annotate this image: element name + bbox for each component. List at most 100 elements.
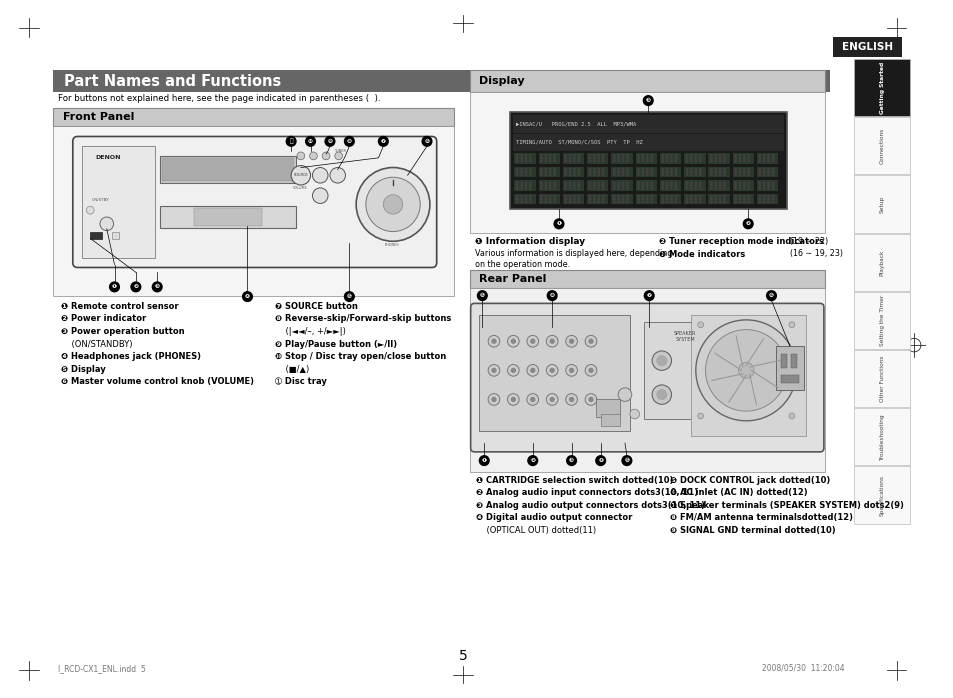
Text: Setup: Setup (879, 195, 883, 213)
Circle shape (569, 161, 570, 162)
Circle shape (661, 195, 663, 197)
Circle shape (675, 174, 676, 176)
Circle shape (527, 456, 537, 466)
Circle shape (747, 161, 749, 162)
Circle shape (578, 174, 579, 176)
Circle shape (685, 155, 687, 156)
Text: ❻: ❻ (424, 139, 429, 144)
Circle shape (641, 168, 643, 170)
Circle shape (685, 198, 687, 200)
Circle shape (621, 174, 623, 176)
Circle shape (695, 320, 796, 421)
Circle shape (573, 185, 575, 186)
Circle shape (742, 171, 744, 172)
Circle shape (759, 161, 760, 162)
Text: Connections: Connections (879, 128, 883, 164)
Bar (611, 167, 632, 177)
Circle shape (511, 339, 515, 343)
Bar (82, 146, 155, 258)
Bar (790, 354, 796, 369)
Circle shape (516, 188, 517, 189)
Circle shape (685, 174, 687, 176)
Circle shape (762, 161, 764, 162)
Circle shape (771, 155, 773, 156)
Circle shape (613, 161, 615, 162)
Circle shape (675, 161, 676, 162)
Circle shape (675, 201, 676, 202)
Circle shape (650, 174, 652, 176)
Circle shape (601, 168, 603, 170)
Bar (538, 167, 559, 177)
Text: Setting the Timer: Setting the Timer (879, 295, 883, 346)
Circle shape (525, 171, 526, 172)
Circle shape (767, 168, 768, 170)
Circle shape (540, 161, 541, 162)
Text: ❷: ❷ (133, 284, 138, 290)
Circle shape (526, 364, 538, 376)
Circle shape (554, 174, 555, 176)
Circle shape (661, 158, 663, 159)
Circle shape (589, 181, 590, 184)
Circle shape (690, 181, 692, 184)
Text: TUNER: TUNER (334, 149, 345, 153)
Circle shape (695, 201, 696, 202)
Circle shape (554, 219, 563, 229)
Circle shape (646, 188, 647, 189)
Bar (708, 180, 729, 191)
Circle shape (675, 171, 676, 172)
Circle shape (516, 174, 517, 176)
Circle shape (685, 201, 687, 202)
Circle shape (661, 181, 663, 184)
Bar (853, 234, 909, 291)
Circle shape (695, 174, 696, 176)
Circle shape (699, 168, 700, 170)
Circle shape (526, 336, 538, 347)
Circle shape (641, 201, 643, 202)
Circle shape (739, 188, 740, 189)
Circle shape (650, 185, 652, 186)
Circle shape (520, 185, 522, 186)
Circle shape (723, 188, 724, 189)
Circle shape (767, 185, 768, 186)
Circle shape (242, 292, 252, 302)
Circle shape (646, 171, 647, 172)
Circle shape (723, 161, 724, 162)
Circle shape (759, 168, 760, 170)
Circle shape (529, 168, 531, 170)
Circle shape (670, 181, 672, 184)
Text: ❽: ❽ (549, 293, 554, 298)
Text: (|◄◄/–, +/►►|): (|◄◄/–, +/►►|) (274, 327, 348, 336)
Circle shape (734, 174, 736, 176)
Circle shape (588, 369, 593, 372)
Text: Front Panel: Front Panel (63, 112, 134, 122)
Circle shape (675, 181, 676, 184)
Circle shape (646, 158, 647, 159)
Circle shape (742, 161, 744, 162)
Text: ➀ Disc tray: ➀ Disc tray (274, 378, 329, 387)
Text: Specifications: Specifications (879, 475, 883, 516)
Text: ❷: ❷ (745, 221, 750, 226)
Circle shape (621, 188, 623, 189)
Circle shape (569, 339, 573, 343)
Bar (853, 408, 909, 466)
Bar (469, 288, 824, 473)
Bar (756, 194, 778, 205)
Bar (469, 270, 824, 288)
Circle shape (593, 168, 595, 170)
Circle shape (520, 161, 522, 162)
Circle shape (544, 155, 546, 156)
Circle shape (695, 385, 715, 404)
Circle shape (734, 185, 736, 186)
Circle shape (573, 198, 575, 200)
Circle shape (626, 198, 627, 200)
Circle shape (675, 185, 676, 186)
Circle shape (762, 168, 764, 170)
Text: ❸ Analog audio output connectors dots3(10, 11): ❸ Analog audio output connectors dots3(1… (475, 500, 703, 510)
Circle shape (584, 336, 597, 347)
Circle shape (734, 201, 736, 202)
Circle shape (690, 155, 692, 156)
Circle shape (734, 188, 736, 189)
Circle shape (593, 171, 595, 172)
Circle shape (516, 198, 517, 200)
Circle shape (661, 198, 663, 200)
